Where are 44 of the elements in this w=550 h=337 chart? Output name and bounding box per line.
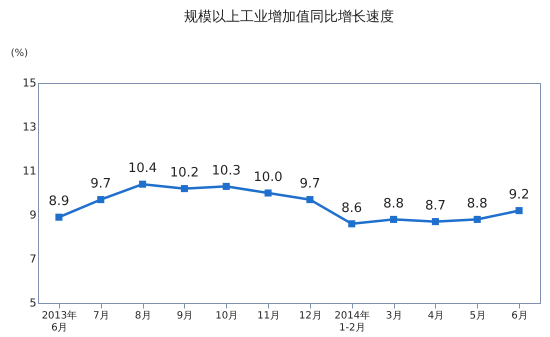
y-tick-label: 7	[30, 252, 36, 266]
x-tick-label: 10月	[215, 310, 238, 322]
y-tick-label: 5	[30, 296, 36, 310]
x-tick-label: 2013年 6月	[42, 310, 78, 334]
point	[55, 214, 62, 221]
x-tick-label: 9月	[176, 310, 194, 322]
x-tick-label: 12月	[299, 310, 322, 322]
point	[139, 180, 146, 188]
data-label: 9.7	[300, 176, 320, 192]
data-label: 8.6	[341, 200, 362, 216]
x-tick-label: 5月	[470, 310, 486, 322]
y-tick-label: 11	[22, 164, 36, 178]
data-label: 8.9	[48, 194, 70, 210]
y-tick-label: 9	[30, 208, 36, 222]
data-label: 10.3	[212, 163, 241, 178]
data-label: 9.2	[508, 188, 530, 203]
x-tick-label: 8月	[134, 310, 152, 322]
point	[348, 220, 356, 228]
x-tick-label: 11月	[257, 310, 280, 322]
data-label: 8.7	[425, 198, 446, 214]
data-label: 10.4	[128, 161, 158, 176]
data-label: 8.8	[383, 196, 404, 212]
point	[97, 196, 104, 204]
y-tick-label: 15	[22, 76, 36, 90]
point	[390, 216, 398, 223]
x-tick-label: 7月	[93, 310, 110, 322]
point	[432, 218, 439, 226]
point	[474, 216, 481, 223]
x-tick-label: 2014年 1-2月	[334, 310, 370, 334]
x-tick-label: 6月	[511, 310, 528, 322]
y-tick-label: 13	[22, 120, 36, 134]
point	[264, 189, 272, 197]
x-tick-label: 4月	[428, 310, 444, 322]
y-axis-title: (%)	[10, 48, 28, 59]
data-label: 10.0	[254, 170, 283, 185]
data-label: 8.8	[466, 196, 488, 212]
x-tick-label: 3月	[386, 310, 402, 322]
point	[222, 182, 230, 190]
point	[306, 196, 314, 204]
point	[516, 207, 523, 214]
data-label: 10.2	[170, 166, 199, 181]
point	[180, 185, 188, 192]
chart-title: 规模以上工业增加值同比增长速度	[184, 9, 394, 25]
data-label: 9.7	[90, 176, 112, 192]
